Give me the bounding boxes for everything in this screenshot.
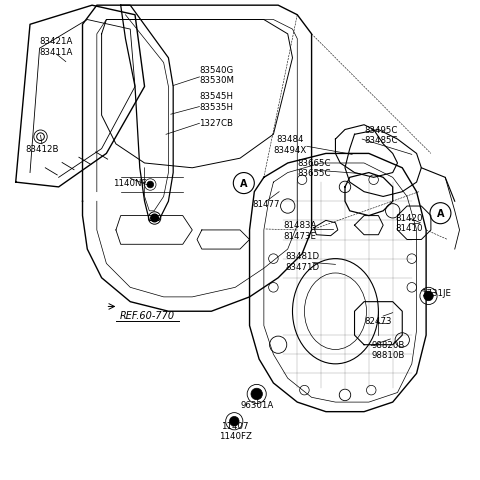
Text: 81477: 81477 <box>252 200 280 209</box>
Text: 83421A
83411A: 83421A 83411A <box>39 37 73 57</box>
Text: A: A <box>240 179 248 189</box>
Circle shape <box>36 133 44 141</box>
Circle shape <box>151 215 158 222</box>
Text: 11407
1140FZ: 11407 1140FZ <box>219 421 252 441</box>
Text: 81483A
81473E: 81483A 81473E <box>283 221 316 240</box>
Circle shape <box>147 182 154 189</box>
Text: 83545H
83535H: 83545H 83535H <box>199 92 233 111</box>
Text: 81420
81410: 81420 81410 <box>396 214 423 233</box>
Text: 83665C
83655C: 83665C 83655C <box>297 159 331 178</box>
Text: A: A <box>437 209 444 219</box>
Text: 98820B
98810B: 98820B 98810B <box>371 340 405 360</box>
Circle shape <box>251 388 263 400</box>
Text: 83495C
83485C: 83495C 83485C <box>364 125 397 144</box>
Text: 83484
83494X: 83484 83494X <box>274 135 307 154</box>
Circle shape <box>424 291 433 301</box>
Text: REF.60-770: REF.60-770 <box>120 311 175 320</box>
Circle shape <box>229 417 239 426</box>
Text: 96301A: 96301A <box>240 400 273 409</box>
Text: 83481D
83471D: 83481D 83471D <box>285 252 320 271</box>
Text: 1731JE: 1731JE <box>421 288 451 297</box>
Text: 1140NF: 1140NF <box>113 178 147 187</box>
Text: 83412B: 83412B <box>25 145 59 154</box>
Text: 82473: 82473 <box>365 317 392 325</box>
Text: 1327CB: 1327CB <box>199 119 233 128</box>
Text: 83540G
83530M: 83540G 83530M <box>199 66 234 85</box>
